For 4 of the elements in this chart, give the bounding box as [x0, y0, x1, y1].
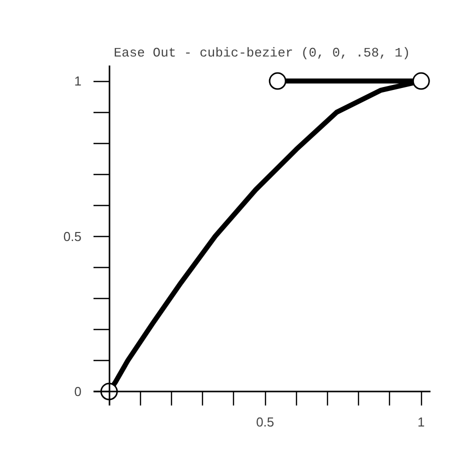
y-tick-label: 0.5: [63, 228, 82, 244]
y-tick-label: 1: [74, 74, 82, 89]
y-tick-label: 0: [74, 384, 82, 400]
chart-title: Ease Out - cubic-bezier (0, 0, .58, 1): [114, 46, 410, 60]
